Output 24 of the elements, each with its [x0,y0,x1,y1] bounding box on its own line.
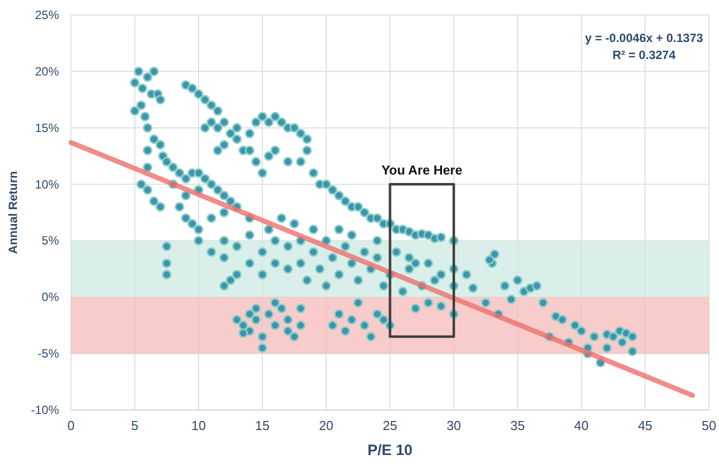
y-tick-label: 0% [42,290,60,304]
x-tick-label: 25 [382,418,398,433]
x-tick-label: 20 [318,418,334,433]
annotation: R² = 0.3274 [612,48,676,62]
x-tick-label: 35 [510,418,525,433]
y-tick-label: 25% [34,8,60,22]
x-tick-label: 15 [255,418,270,433]
x-tick-label: 30 [446,418,462,433]
y-tick-label: 5% [42,234,60,248]
x-tick-label: 10 [191,418,206,433]
y-tick-label: 15% [34,120,60,135]
x-tick-label: 5 [131,418,138,433]
y-tick-label: 10% [34,177,60,192]
y-tick-label: -10% [30,403,60,417]
x-axis-title: P/E 10 [367,442,413,459]
y-axis-title: Annual Return [6,171,20,254]
x-tick-label: 0 [67,418,75,433]
x-tick-label: 45 [638,418,652,433]
x-tick-label: 50 [702,418,716,433]
x-tick-label: 40 [574,418,589,433]
y-tick-label: 20% [34,64,60,78]
annotation: You Are Here [381,162,462,178]
y-tick-label: -5% [38,346,60,361]
annotation: y = -0.0046x + 0.1373 [584,31,704,45]
